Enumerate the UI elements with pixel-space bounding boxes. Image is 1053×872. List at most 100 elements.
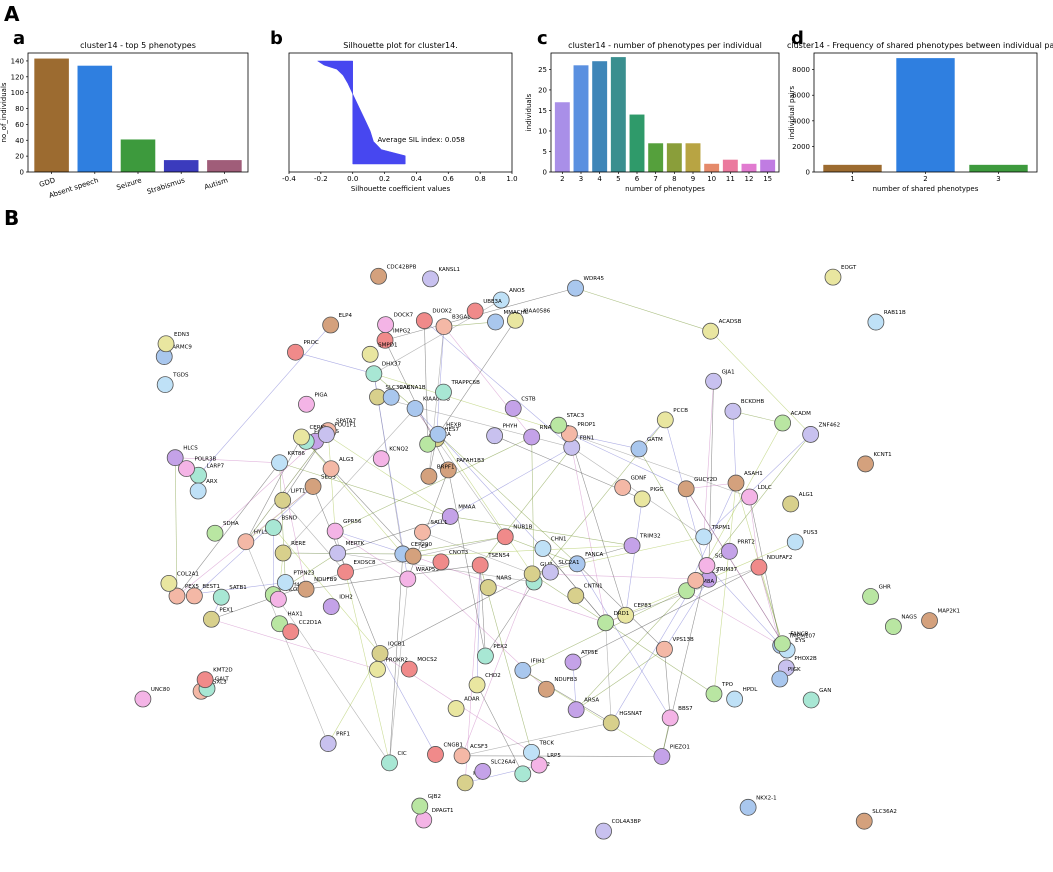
x-tick-label-1-5: 0.6 <box>443 175 455 183</box>
network-edge <box>379 653 436 755</box>
network-node <box>212 588 230 606</box>
network-node-label: IFIH1 <box>531 658 545 664</box>
network-node <box>656 640 673 658</box>
network-edge <box>625 498 643 616</box>
network-node <box>514 765 532 783</box>
y-tick-label-0-0: 0 <box>20 169 24 177</box>
x-tick-label-2-4: 6 <box>635 175 640 183</box>
network-node <box>471 556 489 574</box>
x-tick-label-1-4: 0.4 <box>411 175 423 183</box>
y-axis-label-2: individuals <box>525 93 533 131</box>
network-node <box>189 482 207 500</box>
x-tick-label-0-3: Strabismus <box>146 176 186 196</box>
network-node-label: TBCK <box>538 740 554 746</box>
network-node-label: DUOX2 <box>432 309 452 315</box>
network-node-label: LRP5 <box>547 753 561 759</box>
network-node-label: RBM8A <box>695 579 715 585</box>
network-edge <box>424 320 572 448</box>
network-edge <box>175 457 280 464</box>
network-node-label: PHOX2B <box>794 656 817 662</box>
network-node-label: HYLS1 <box>254 530 272 536</box>
network-node-label: GJA1 <box>722 369 735 375</box>
network-node <box>656 411 674 429</box>
x-axis-label-1: Silhouette coefficient values <box>351 185 451 193</box>
network-node <box>361 345 379 363</box>
bar-0-3 <box>163 160 199 172</box>
network-edge <box>479 565 486 657</box>
network-edge <box>713 483 737 694</box>
network-edge <box>572 566 760 663</box>
network-node-label: BRPF1 <box>437 464 455 470</box>
network-edge <box>211 618 378 670</box>
y-tick-label-3-0: 0 <box>806 169 810 177</box>
network-edge <box>532 573 709 580</box>
chart-title-2: cluster14 - number of phenotypes per ind… <box>568 41 762 50</box>
network-edge <box>176 462 280 597</box>
silhouette-annotation: Average SIL index: 0.058 <box>378 136 465 144</box>
network-edge <box>282 408 416 554</box>
network-node-label: MAP2K1 <box>938 609 960 615</box>
x-tick-label-2-6: 8 <box>672 175 676 183</box>
network-node-label: KANSL1 <box>439 267 460 273</box>
network-node-label: GDNF <box>631 475 647 481</box>
network-node-label: PEX2 <box>493 644 507 650</box>
network-edge <box>436 326 445 439</box>
network-node <box>404 547 422 565</box>
network-edge <box>295 351 374 375</box>
network-node <box>739 798 757 816</box>
bar-2-1 <box>573 65 589 172</box>
network-node-label: ZNF462 <box>819 422 841 428</box>
network-node <box>774 414 792 432</box>
network-edge <box>708 381 714 580</box>
network-node <box>269 590 287 608</box>
network-node <box>705 372 722 390</box>
network-node-label: PRRT2 <box>737 539 754 545</box>
network-node <box>773 635 791 653</box>
bar-2-11 <box>760 159 776 172</box>
network-node-label: DHX37 <box>382 362 402 368</box>
network-node <box>534 540 552 557</box>
network-node <box>523 743 540 761</box>
x-tick-label-2-10: 12 <box>745 175 754 183</box>
network-nodes: HYLS1CEP83C5orf42TMEM107MKKSCNGB1PAFAH1B… <box>134 264 960 840</box>
network-node <box>276 574 294 591</box>
chart-title-1: Silhouette plot for cluster14. <box>343 41 458 50</box>
network-node <box>567 701 585 719</box>
y-tick-label-0-2: 40 <box>15 137 24 145</box>
network-node-label: NARS <box>496 576 512 582</box>
network-edge <box>379 573 533 654</box>
network-node <box>319 735 337 752</box>
network-node-label: BBS7 <box>678 706 693 712</box>
network-node-label: GAN <box>819 688 831 694</box>
network-node <box>595 822 612 840</box>
network-node-label: RAB11B <box>884 310 906 316</box>
network-node <box>677 480 695 498</box>
network-node-label: TRAPPC6B <box>450 380 480 386</box>
network-node <box>166 449 184 467</box>
network-node-label: HPDL <box>743 687 759 693</box>
network-node-label: MMAA <box>458 504 475 510</box>
network-node-label: CP <box>421 544 429 550</box>
network-edge <box>638 448 708 566</box>
network-edge <box>732 410 783 424</box>
protein-network: HYLS1CEP83C5orf42TMEM107MKKSCNGB1PAFAH1B… <box>134 264 960 840</box>
network-node <box>293 428 310 446</box>
y-tick-label-2-3: 15 <box>538 107 547 115</box>
network-node-label: SDHA <box>223 521 239 527</box>
network-node-label: LIPT1 <box>291 488 306 494</box>
network-node <box>802 426 820 443</box>
subpanel-label-a: a <box>13 28 26 49</box>
network-node-label: GJB2 <box>428 794 441 800</box>
subpanel-label-d: d <box>791 28 804 49</box>
network-node <box>185 587 203 605</box>
network-node-label: CEP290 <box>411 542 433 548</box>
network-node-label: ASXL3 <box>209 679 227 685</box>
plot-frame-0 <box>27 52 249 173</box>
network-node-label: SEDS <box>321 474 336 480</box>
network-node-label: EOGT <box>841 265 857 271</box>
network-node <box>415 811 433 829</box>
panel-label-a-upper: A <box>4 2 20 26</box>
x-tick-label-1-0: -0.4 <box>282 175 296 183</box>
network-edge <box>327 430 336 532</box>
network-node <box>602 714 620 732</box>
